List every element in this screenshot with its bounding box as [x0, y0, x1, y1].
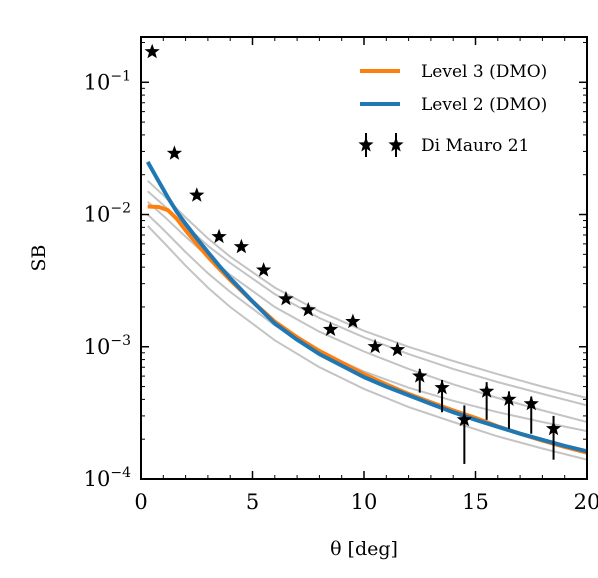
data-point-5: [256, 262, 272, 277]
x-tick-labels: 0 5 10 15 20: [134, 490, 598, 514]
series-lines: [145, 160, 587, 455]
data-point-13: [434, 379, 450, 395]
data-point-9: [345, 313, 361, 329]
data-point-17: [523, 395, 539, 411]
x-tick-label-0: 0: [134, 490, 147, 514]
data-point-15: [479, 383, 495, 398]
data-point-0: [144, 43, 160, 59]
data-point-12: [412, 368, 428, 383]
x-tick-label-3: 15: [462, 490, 489, 514]
data-point-10: [367, 338, 383, 354]
data-point-6: [278, 290, 294, 306]
data-point-8: [322, 321, 339, 336]
series-line-1: [145, 160, 587, 454]
y-tick-labels: 10−4 10−3 10−2 10−1: [84, 68, 131, 491]
data-point-2: [189, 187, 205, 202]
x-tick-label-1: 5: [246, 490, 259, 514]
x-axis-label: θ [deg]: [330, 538, 398, 560]
y-tick-label-3: 10−1: [84, 68, 131, 94]
legend-label-1: Level 2 (DMO): [421, 95, 547, 115]
data-point-16: [501, 391, 517, 406]
background-line-2: [147, 200, 587, 423]
y-axis-label: SB: [28, 245, 50, 272]
y-tick-label-1: 10−3: [84, 333, 131, 359]
data-point-14: [456, 411, 472, 427]
y-tick-label-2: 10−2: [84, 201, 131, 227]
background-lines: [146, 180, 587, 461]
background-line-4: [146, 225, 587, 461]
data-markers: [144, 43, 562, 436]
legend-star-1: [388, 137, 404, 152]
background-line-3: [147, 213, 587, 433]
data-point-7: [300, 301, 316, 317]
axis-ticks: [140, 37, 588, 480]
background-line-0: [147, 180, 587, 399]
y-tick-label-0: 10−4: [84, 465, 131, 491]
data-point-4: [233, 238, 249, 254]
data-point-1: [166, 145, 183, 160]
legend-label-2: Di Mauro 21: [421, 136, 529, 156]
data-point-3: [211, 228, 227, 244]
x-tick-label-2: 10: [351, 490, 378, 514]
data-point-11: [389, 341, 406, 357]
x-tick-label-4: 20: [574, 490, 598, 514]
legend-star-0: [358, 137, 374, 152]
data-point-18: [545, 420, 562, 436]
legend-label-0: Level 3 (DMO): [421, 62, 547, 82]
legend: Level 3 (DMO) Level 2 (DMO) Di Mauro 21: [358, 62, 547, 157]
